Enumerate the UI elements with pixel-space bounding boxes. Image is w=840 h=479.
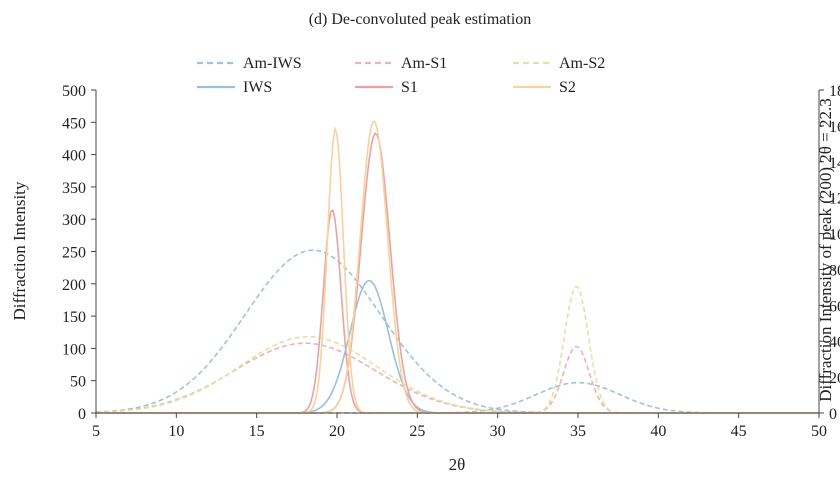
y-axis-title: Diffraction Intensity [10,181,29,320]
y-tick-label: 400 [62,148,86,165]
x-tick-label: 15 [249,423,265,440]
y-tick-label: 0 [78,406,86,423]
y-tick-label: 200 [62,277,86,294]
series-curve-am-s1 [96,345,819,414]
series-curve-am-s1 [95,342,819,414]
plot-area [95,120,819,414]
y2-tick-label: 800 [829,262,840,279]
series-curve-s1 [96,132,819,414]
x-tick-label: 45 [731,423,747,440]
y2-tick-label: 600 [829,298,840,315]
series-curve-iws [96,279,819,414]
series-curve-s1 [96,209,819,414]
y-ticks: 0 50 100 150 200 250 300 350 400 450 500 [62,83,96,423]
y2-tick-label: 1800 [829,83,840,100]
y-tick-label: 50 [70,374,86,391]
x-axis-title: 2θ [449,455,466,474]
y-tick-label: 150 [62,309,86,326]
y2-tick-label: 200 [829,370,840,387]
y-tick-label: 500 [62,83,86,100]
legend-label: IWS [243,79,272,96]
curves [95,120,819,414]
y2-tick-label: 1200 [829,191,840,208]
legend-label: Am-S2 [559,55,605,72]
x-tick-label: 40 [650,423,666,440]
y-tick-label: 350 [62,180,86,197]
y-tick-label: 450 [62,115,86,132]
y-tick-label: 100 [62,341,86,358]
series-curve-am-s2 [96,285,819,414]
y2-tick-label: 1600 [829,119,840,136]
legend-label: S1 [401,79,418,96]
x-tick-label: 50 [811,423,827,440]
y2-tick-label: 1400 [829,155,840,172]
x-ticks: 5 10 15 20 25 30 35 40 45 50 [92,413,827,440]
legend-label: Am-IWS [243,55,302,72]
x-tick-label: 25 [409,423,425,440]
chart-title: (d) De-convoluted peak estimation [309,11,532,28]
x-tick-label: 10 [168,423,184,440]
x-tick-label: 30 [490,423,506,440]
y-tick-label: 300 [62,212,86,229]
x-tick-label: 5 [92,423,100,440]
y2-tick-label: 1000 [829,227,840,244]
series-curve-am-s2 [95,335,819,414]
x-tick-label: 35 [570,423,586,440]
legend-label: S2 [559,79,576,96]
x-tick-label: 20 [329,423,345,440]
legend-label: Am-S1 [401,55,447,72]
y2-ticks: 0 200 400 600 800 1000 1200 1400 1600 1800 [819,83,840,423]
y2-axis-title: Diffraction Intensity of peak (200) 2θ =… [816,98,835,402]
y2-tick-label: 0 [829,406,837,423]
series-curve-s2 [96,120,819,414]
series-curve-s2 [96,126,819,414]
legend: Am-IWS Am-S1 Am-S2 IWS S1 S2 [197,55,605,96]
y-tick-label: 250 [62,245,86,262]
y2-tick-label: 400 [829,334,840,351]
